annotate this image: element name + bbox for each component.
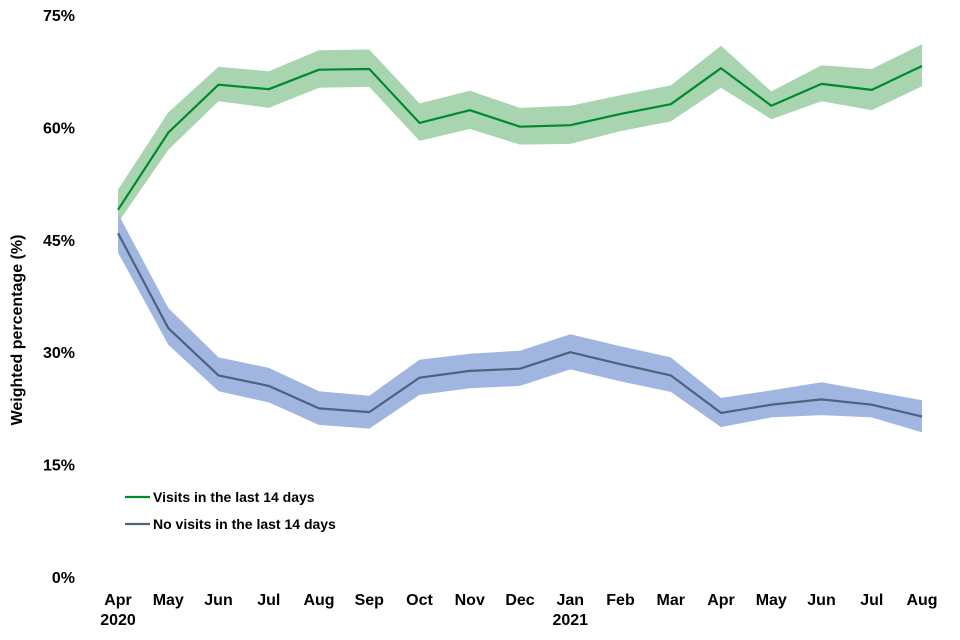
x-tick-label: Mar bbox=[657, 592, 685, 609]
x-tick-label: Apr bbox=[104, 592, 132, 609]
series-lines bbox=[117, 65, 923, 418]
x-tick-label: May bbox=[756, 592, 787, 609]
x-axis-ticks: Apr May Jun Jul Aug Sep Oct Nov Dec Jan Feb Mar Apr M… bbox=[100, 592, 937, 629]
legend-label: No visits in the last 14 days bbox=[153, 516, 336, 532]
legend: Visits in the last 14 days No visits in t… bbox=[125, 489, 336, 532]
y-tick-label: 75% bbox=[43, 8, 75, 25]
x-tick-label: Jul bbox=[257, 592, 280, 609]
y-tick-label: 15% bbox=[43, 458, 75, 475]
x-tick-label: Jun bbox=[807, 592, 835, 609]
confidence-bands bbox=[118, 44, 922, 433]
series-line-1 bbox=[117, 232, 923, 418]
y-tick-label: 60% bbox=[43, 120, 75, 137]
x-tick-label: Aug bbox=[906, 592, 937, 609]
legend-label: Visits in the last 14 days bbox=[153, 489, 315, 505]
series-line-0 bbox=[117, 65, 923, 211]
y-tick-label: 0% bbox=[52, 570, 75, 587]
x-tick-label: Apr bbox=[707, 592, 735, 609]
y-tick-label: 30% bbox=[43, 345, 75, 362]
x-tick-label: May bbox=[153, 592, 184, 609]
x-tick-label: Jul bbox=[860, 592, 883, 609]
x-tick-label: Oct bbox=[406, 592, 433, 609]
confidence-band-0 bbox=[118, 44, 922, 223]
y-axis-ticks: 0% 15% 30% 45% 60% 75% bbox=[43, 8, 75, 587]
x-tick-label: Sep bbox=[355, 592, 385, 609]
x-year-label: 2020 bbox=[100, 612, 136, 629]
x-tick-label: Jun bbox=[204, 592, 232, 609]
confidence-band-1 bbox=[118, 213, 922, 433]
x-tick-label: Feb bbox=[606, 592, 635, 609]
y-tick-label: 45% bbox=[43, 233, 75, 250]
x-tick-label: Nov bbox=[455, 592, 485, 609]
x-tick-label: Jan bbox=[556, 592, 584, 609]
x-tick-label: Aug bbox=[303, 592, 334, 609]
x-year-label: 2021 bbox=[552, 612, 588, 629]
y-axis-title: Weighted percentage (%) bbox=[9, 235, 26, 426]
x-tick-label: Dec bbox=[505, 592, 534, 609]
